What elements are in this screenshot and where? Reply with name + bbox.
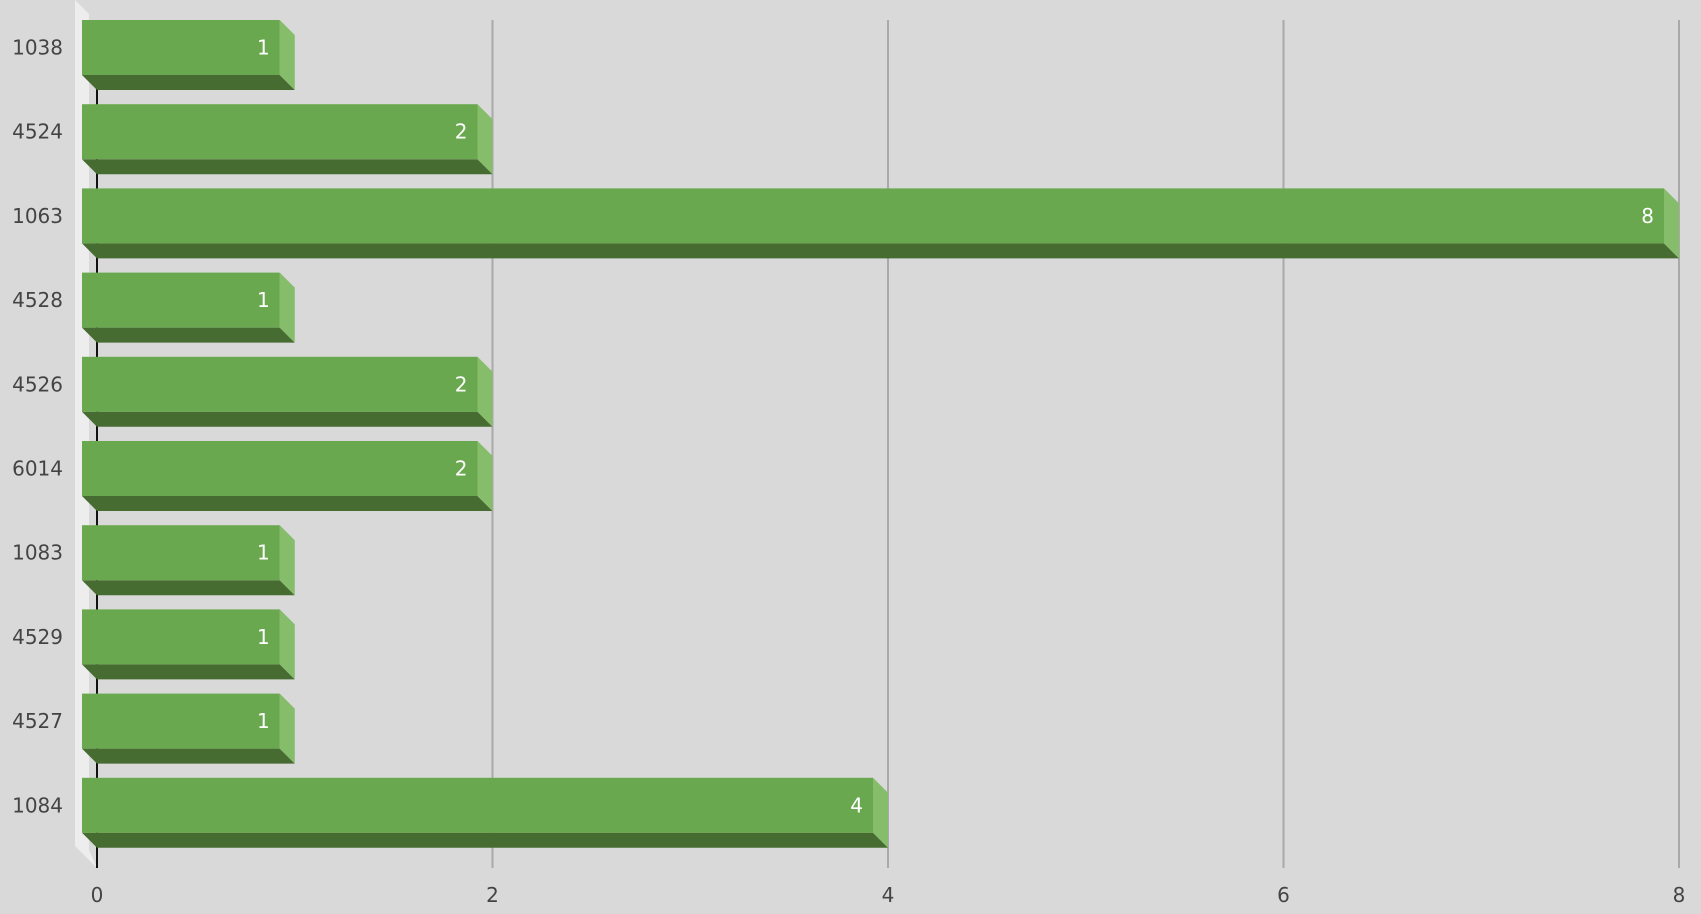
bar: [82, 104, 493, 175]
bar-side-face: [477, 104, 493, 175]
bar-front-face: [82, 188, 1664, 244]
bar-data-label: 2: [455, 457, 468, 481]
category-label: 1038: [12, 36, 63, 60]
gridlines-layer: [491, 20, 1680, 868]
bar-side-face: [1664, 188, 1679, 259]
category-label: 1084: [12, 793, 63, 817]
bar-bottom-face: [82, 748, 295, 764]
category-label: 1083: [12, 541, 63, 565]
bar-side-face: [279, 272, 295, 343]
bar-front-face: [82, 104, 478, 160]
bar-front-face: [82, 525, 280, 581]
bar-data-label: 2: [455, 120, 468, 144]
bar-data-label: 4: [850, 793, 863, 817]
category-label: 1063: [12, 204, 63, 228]
bar-side-face: [279, 609, 295, 680]
x-tick-label: 8: [1673, 883, 1686, 907]
bar-data-label: 1: [257, 288, 270, 312]
bar: [82, 272, 295, 343]
category-labels-layer: 1038 4524 1063 4528 4526 6014 1083 4529 4527 1084: [12, 36, 63, 818]
category-label: 4527: [12, 709, 63, 733]
bar-bottom-face: [82, 327, 295, 343]
bar: [82, 356, 493, 427]
category-label: 6014: [12, 457, 63, 481]
category-label: 4526: [12, 372, 63, 396]
bar-data-label: 8: [1641, 204, 1654, 228]
bar-data-label: 2: [455, 372, 468, 396]
bars-layer: 1 2 8 1 2 2 1 1 1 4: [82, 20, 1679, 848]
bar-side-face: [477, 441, 493, 511]
bar-data-label: 1: [257, 541, 270, 565]
bar-front-face: [82, 272, 280, 328]
bar-front-face: [82, 441, 478, 496]
bar-side-face: [279, 693, 295, 764]
category-label: 4524: [12, 120, 63, 144]
x-tick-label: 0: [91, 883, 104, 907]
x-tick-label: 2: [486, 883, 499, 907]
bar: [82, 609, 295, 680]
bar-data-label: 1: [257, 36, 270, 60]
bar-bottom-face: [82, 243, 1679, 259]
x-tick-label: 6: [1277, 883, 1290, 907]
chart-side-wall-layer: [75, 0, 97, 868]
bar-front-face: [82, 777, 873, 833]
bar-bottom-face: [82, 580, 295, 596]
tick-labels-layer: 0 2 4 6 8: [91, 883, 1686, 907]
bar-data-label: 1: [257, 625, 270, 649]
bar: [82, 441, 493, 511]
category-label: 4528: [12, 288, 63, 312]
bar-front-face: [82, 609, 280, 665]
bar-data-label: 1: [257, 709, 270, 733]
bar: [82, 188, 1679, 259]
bar: [82, 693, 295, 764]
bar-front-face: [82, 356, 478, 412]
bar: [82, 20, 295, 90]
bar-bottom-face: [82, 832, 888, 848]
bar-front-face: [82, 20, 280, 75]
bar: [82, 525, 295, 596]
category-label: 4529: [12, 625, 63, 649]
bar-side-face: [477, 356, 493, 427]
bar-bottom-face: [82, 664, 295, 680]
bar-side-face: [873, 777, 888, 848]
bar-front-face: [82, 693, 280, 749]
bar: [82, 777, 888, 848]
bar-side-face: [279, 525, 295, 596]
bar-bottom-face: [82, 75, 295, 90]
bar-bottom-face: [82, 411, 493, 427]
bar-bottom-face: [82, 159, 493, 175]
bar-bottom-face: [82, 496, 493, 511]
x-tick-label: 4: [882, 883, 895, 907]
bar-side-face: [279, 20, 295, 90]
chart-side-wall: [75, 0, 97, 868]
